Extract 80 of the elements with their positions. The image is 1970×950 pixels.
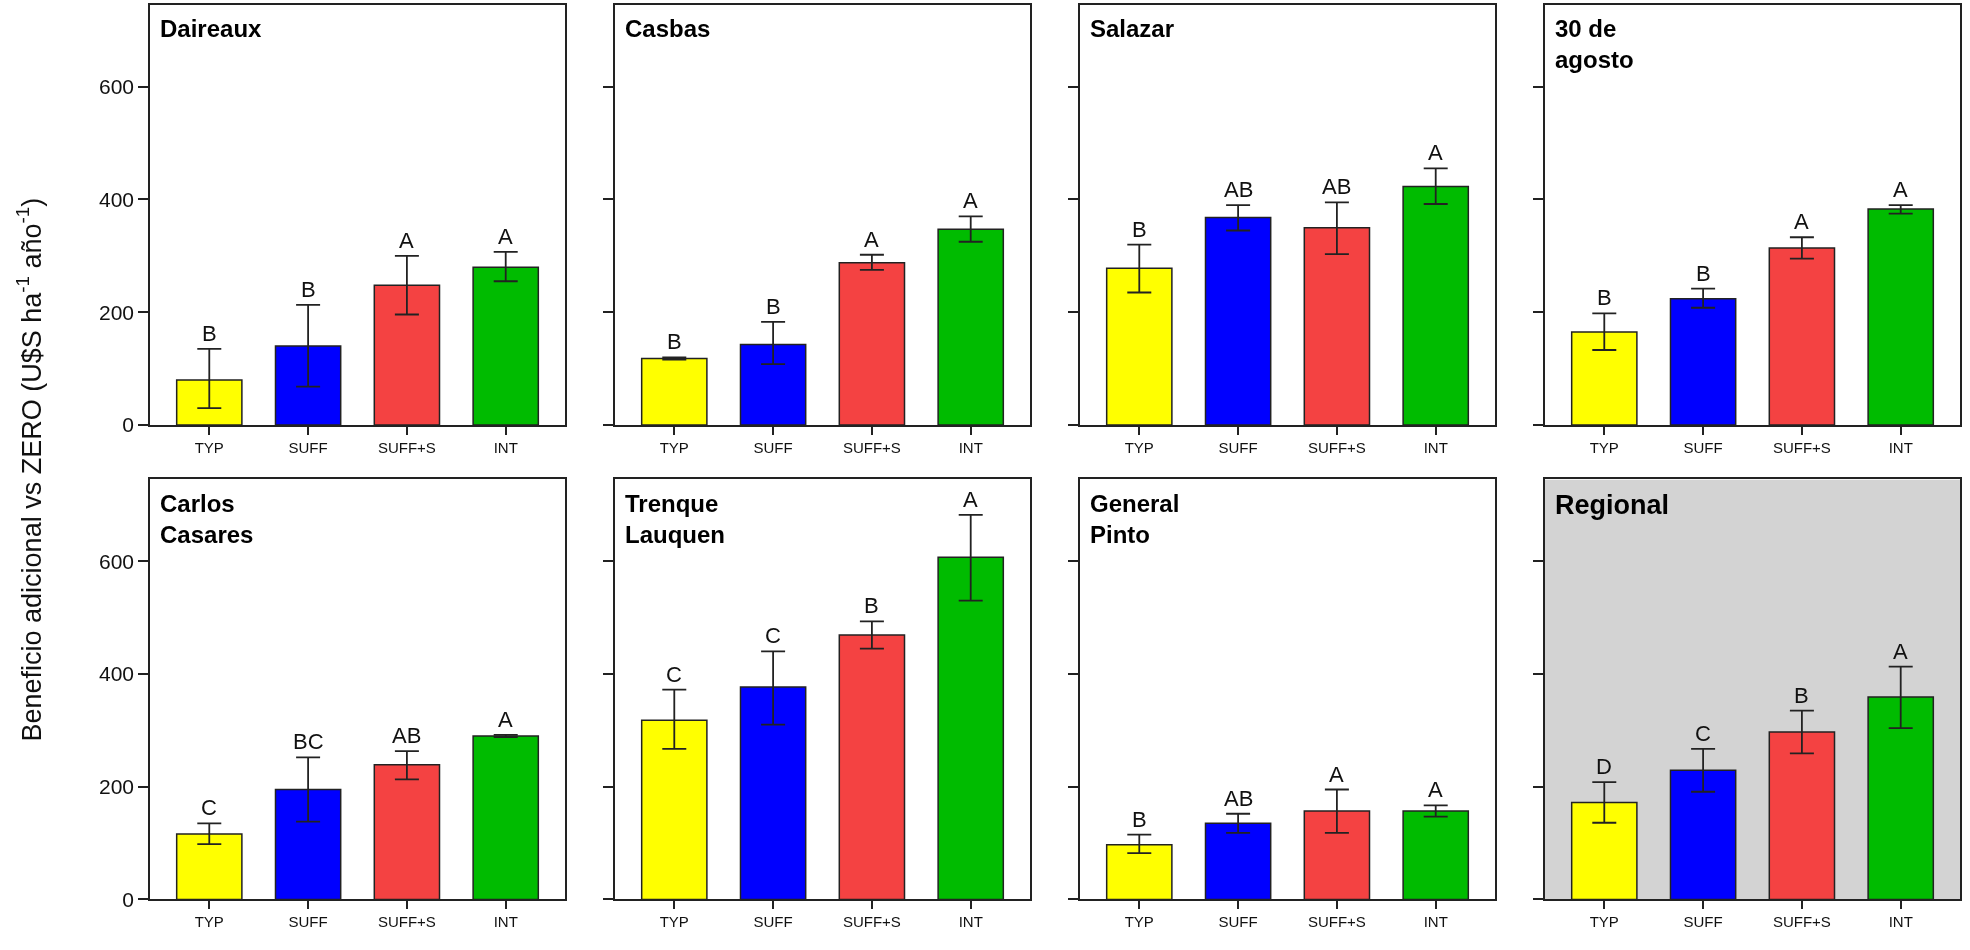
annotation: A — [1893, 177, 1908, 202]
annotation: A — [1329, 762, 1344, 787]
y-tick-label: 0 — [122, 887, 135, 911]
y-tick-label: 600 — [99, 549, 135, 573]
annotation: A — [399, 228, 414, 253]
y-tick-label: 200 — [99, 775, 135, 799]
x-tick-label: INT — [958, 438, 983, 456]
annotation: B — [202, 321, 217, 346]
annotation: A — [864, 227, 879, 252]
x-tick-label: INT — [493, 438, 518, 456]
x-tick-label: SUFF+S — [1307, 438, 1366, 456]
annotation: C — [1695, 721, 1711, 746]
annotation: B — [1132, 807, 1147, 832]
annotation: A — [963, 188, 978, 213]
text: Trenque Lauquen — [625, 490, 725, 549]
annotation: AB — [1224, 177, 1254, 202]
annotation: A — [1428, 777, 1443, 802]
chart-title: Daireaux — [160, 15, 263, 42]
x-tick-label: TYP — [1589, 438, 1619, 456]
text: General Pinto — [1090, 490, 1180, 549]
x-tick-label: SUFF+S — [1772, 913, 1831, 931]
annotation: BC — [293, 729, 324, 754]
x-tick-label: TYP — [194, 913, 224, 931]
x-tick-label: SUFF — [1683, 913, 1723, 931]
x-tick-label: INT — [1423, 438, 1448, 456]
annotation: AB — [1224, 786, 1254, 811]
annotation: B — [1794, 683, 1809, 708]
x-tick-label: INT — [1423, 913, 1448, 931]
x-tick-label: SUFF — [1218, 438, 1258, 456]
x-tick-label: INT — [958, 913, 983, 931]
x-tick-label: SUFF+S — [842, 913, 901, 931]
annotation: A — [963, 487, 978, 512]
x-tick-label: SUFF — [753, 913, 793, 931]
x-tick-label: TYP — [659, 913, 689, 931]
x-tick-label: SUFF+S — [377, 913, 436, 931]
x-tick-label: INT — [493, 913, 518, 931]
chart-title: Regional — [1555, 490, 1670, 520]
x-tick-label: TYP — [1124, 913, 1154, 931]
annotation: B — [667, 329, 682, 354]
annotation: AB — [1322, 174, 1352, 199]
annotation: C — [765, 623, 781, 648]
y-tick-label: 400 — [99, 662, 135, 686]
annotation: A — [1794, 209, 1809, 234]
x-tick-label: SUFF — [753, 438, 793, 456]
annotation: B — [864, 593, 879, 618]
text: Carlos Casares — [160, 490, 254, 549]
annotation: B — [301, 277, 316, 302]
annotation: B — [766, 294, 781, 319]
y-tick-label: 200 — [99, 300, 135, 324]
x-tick-label: TYP — [659, 438, 689, 456]
x-tick-label: SUFF — [288, 913, 328, 931]
annotation: B — [1696, 261, 1711, 286]
x-tick-label: TYP — [194, 438, 224, 456]
annotation: C — [201, 795, 217, 820]
x-tick-label: INT — [1888, 438, 1913, 456]
x-tick-label: SUFF+S — [1307, 913, 1366, 931]
annotation: AB — [392, 723, 422, 748]
y-tick-label: 0 — [122, 413, 135, 437]
x-tick-label: SUFF — [288, 438, 328, 456]
annotation: B — [1597, 285, 1612, 310]
annotation: A — [498, 707, 513, 732]
x-tick-label: SUFF+S — [377, 438, 436, 456]
x-tick-label: SUFF+S — [842, 438, 901, 456]
x-tick-label: TYP — [1589, 913, 1619, 931]
x-tick-label: SUFF — [1683, 438, 1723, 456]
annotation: D — [1596, 754, 1612, 779]
annotation: A — [1428, 140, 1443, 165]
annotation: C — [666, 662, 682, 687]
text: 30 de agosto — [1555, 15, 1634, 74]
annotation: A — [1893, 639, 1908, 664]
x-tick-label: SUFF+S — [1772, 438, 1831, 456]
annotation: B — [1132, 217, 1147, 242]
x-tick-label: SUFF — [1218, 913, 1258, 931]
chart-title: Casbas — [625, 15, 711, 42]
annotation: A — [498, 224, 513, 249]
x-tick-label: INT — [1888, 913, 1913, 931]
y-tick-label: 600 — [99, 75, 135, 99]
chart-title: Salazar — [1090, 15, 1175, 42]
y-tick-label: 400 — [99, 187, 135, 211]
x-tick-label: TYP — [1124, 438, 1154, 456]
